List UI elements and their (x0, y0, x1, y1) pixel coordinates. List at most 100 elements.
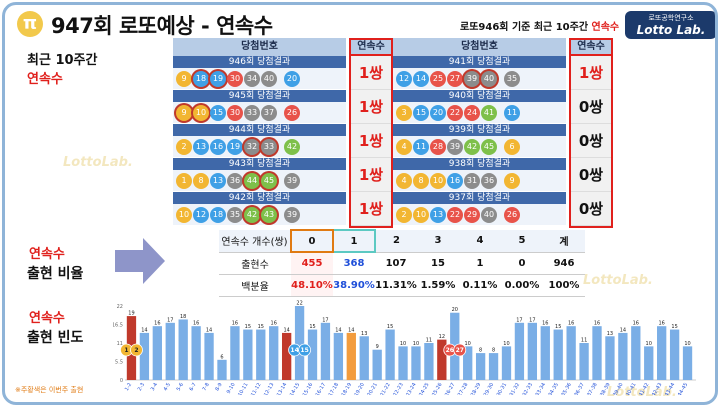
draws-panel-right: 당첨번호 연속수 941회 당첨결과 12 14 25 27 39 40 35 940회 당첨결과 3… (390, 38, 665, 228)
draw-results-column: 941회 당첨결과 12 14 25 27 39 40 35 940회 당첨결과 3 15 20 22 2… (390, 56, 566, 228)
bar-29-30 (488, 353, 499, 380)
stats-column-header: 계 (543, 230, 585, 253)
stats-column-header: 2 (375, 230, 417, 253)
consecutive-count: 1쌍 (351, 124, 391, 158)
draw-balls: 9 10 15 30 33 37 26 (173, 102, 346, 123)
lotto-ball: 10 (430, 172, 446, 189)
bar-value-label: 10 (684, 341, 690, 347)
category-label: 44-45 (677, 382, 689, 395)
stats-count-label: 출현수 (219, 252, 291, 275)
category-label: 7-8 (202, 382, 211, 392)
draw-row: 944회 당첨결과 2 13 16 19 32 33 42 (173, 124, 346, 157)
draw-balls: 2 13 16 19 32 33 42 (173, 136, 346, 157)
category-label: 40-41 (625, 382, 637, 395)
draw-row: 941회 당첨결과 12 14 25 27 39 40 35 (393, 56, 566, 89)
bar-36-37 (579, 343, 589, 380)
draw-title: 946회 당첨결과 (173, 56, 346, 68)
lotto-ball: 30 (227, 70, 243, 87)
lotto-ball: 2 (396, 206, 412, 223)
draw-balls: 10 12 18 35 42 43 39 (173, 204, 346, 225)
bar-value-label: 15 (555, 324, 561, 330)
stats-count-cell: 455 (291, 252, 333, 275)
draw-results-column: 946회 당첨결과 9 18 19 30 34 40 20 945회 당첨결과 9 10 15 30 33… (170, 56, 346, 228)
frequency-bar-chart: 05.51116.522191-2142-3163-4174-5185-6166… (113, 301, 696, 395)
draw-balls: 3 15 20 22 24 41 11 (393, 102, 566, 123)
category-label: 10-11 (237, 382, 249, 395)
bar-value-label: 11 (426, 338, 432, 344)
bar-value-label: 17 (516, 317, 522, 323)
lotto-ball: 40 (261, 70, 277, 87)
bar-12-13 (269, 326, 279, 380)
marker-ball-label: 15 (300, 347, 308, 354)
header-numbers: 당첨번호 (173, 38, 346, 56)
bar-value-label: 17 (167, 317, 173, 323)
stats-pct-cell: 100% (543, 274, 585, 297)
bar-27-28 (463, 346, 473, 380)
category-label: 5-6 (176, 382, 185, 392)
bar-43-44 (669, 329, 680, 380)
category-label: 14-15 (289, 382, 301, 395)
bar-23-24 (411, 346, 421, 380)
consecutive-count: 1쌍 (351, 56, 391, 90)
category-label: 20-21 (366, 382, 378, 395)
lotto-ball: 10 (193, 104, 209, 121)
category-label: 32-33 (522, 382, 534, 395)
bar-value-label: 14 (206, 327, 212, 333)
lotto-ball: 3 (396, 104, 412, 121)
bar-value-label: 16 (633, 321, 639, 327)
lotto-ball: 22 (447, 104, 463, 121)
bar-value-label: 15 (258, 324, 264, 330)
bar-value-label: 16 (193, 321, 199, 327)
draw-title: 938회 당첨결과 (393, 158, 566, 170)
bar-value-label: 10 (503, 341, 509, 347)
draw-rows: 946회 당첨결과 9 18 19 30 34 40 20 945회 당첨결과 9 10 15 30 33… (170, 56, 445, 228)
bar-value-label: 10 (400, 341, 406, 347)
draw-rows: 941회 당첨결과 12 14 25 27 39 40 35 940회 당첨결과 3 15 20 22 2… (390, 56, 665, 228)
stats-header-label: 연속수 개수(쌍) (219, 230, 291, 253)
bar-42-43 (657, 326, 667, 380)
lotto-ball: 41 (481, 104, 497, 121)
bar-35-36 (566, 326, 576, 380)
watermark: LottoLab. (607, 385, 677, 400)
consecutive-column: 1쌍 1쌍 1쌍 1쌍 1쌍 (349, 56, 393, 228)
footnote: ※주황색은 이번주 출현 (15, 386, 84, 394)
category-label: 43-44 (664, 382, 676, 395)
bar-17-18 (333, 332, 344, 380)
freq-label-top: 연속수 (29, 311, 65, 326)
stats-count-cell: 946 (543, 252, 585, 275)
bar-value-label: 15 (309, 324, 315, 330)
category-label: 39-40 (612, 382, 624, 395)
bar-value-label: 16 (154, 321, 160, 327)
bar-value-label: 15 (387, 324, 393, 330)
bar-2-3 (139, 332, 150, 380)
y-tick-label: 22 (117, 304, 123, 310)
lotto-ball: 16 (447, 172, 463, 189)
stats-count-cell: 107 (375, 252, 417, 275)
marker-ball (130, 343, 143, 357)
y-tick-label: 11 (117, 341, 123, 347)
bar-38-39 (605, 336, 615, 380)
bonus-ball: 39 (284, 206, 300, 223)
category-label: 35-36 (560, 382, 572, 395)
stats-table: 연속수 개수(쌍) 0 1 2 3 4 5 계 출현수 455 368 107 15 1 0 946 백분율… (219, 229, 585, 297)
lotto-ball: 31 (464, 172, 480, 189)
bar-7-8 (204, 332, 214, 380)
bonus-ball: 35 (504, 70, 520, 87)
stats-column-header: 5 (501, 230, 543, 253)
bar-9-10 (230, 326, 240, 380)
bar-39-40 (618, 332, 628, 380)
lotto-ball: 45 (481, 138, 497, 155)
bar-value-label: 13 (361, 331, 367, 337)
lotto-ball: 18 (193, 70, 209, 87)
lotto-ball: 43 (261, 206, 277, 223)
category-label: 21-22 (379, 382, 391, 395)
draw-row: 945회 당첨결과 9 10 15 30 33 37 26 (173, 90, 346, 123)
marker-ball (453, 343, 467, 357)
pi-logo-icon: π (17, 11, 43, 37)
draw-balls: 1 8 13 36 44 45 39 (173, 170, 346, 191)
category-label: 16-17 (315, 382, 327, 395)
lotto-ball: 12 (193, 206, 209, 223)
bar-value-label: 19 (128, 311, 134, 317)
lotto-ball: 27 (447, 70, 463, 87)
lotto-ball: 2 (176, 138, 192, 155)
